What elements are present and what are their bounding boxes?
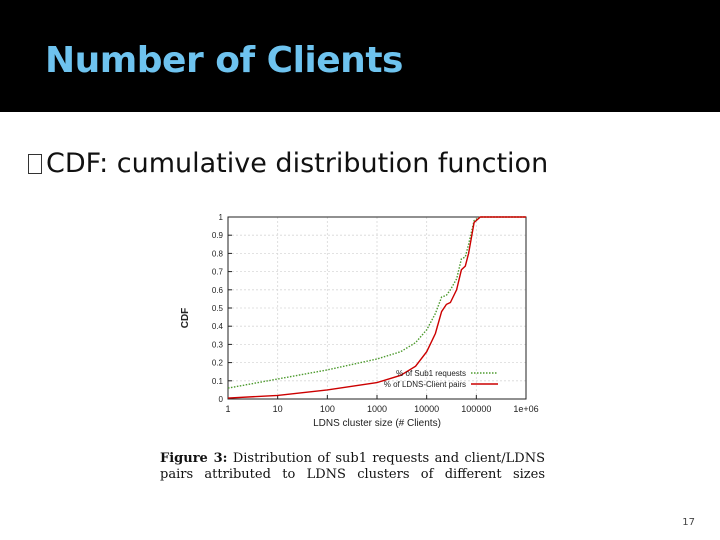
- x-tick-label: 10000: [414, 404, 439, 414]
- page-number: 17: [682, 517, 695, 528]
- series-line-sub1-requests: [227, 216, 526, 389]
- y-tick-label: 0.6: [212, 286, 224, 295]
- bullet-item: CDF: cumulative distribution function: [28, 148, 548, 179]
- figure-caption: Figure 3: Distribution of sub1 requests …: [160, 451, 545, 483]
- y-tick-label: 0.3: [212, 340, 224, 349]
- y-tick-label: 0: [219, 395, 224, 404]
- y-tick-label: 0.1: [212, 377, 224, 386]
- x-tick-label: 100000: [461, 404, 491, 414]
- y-tick-label: 0.7: [212, 268, 224, 277]
- x-tick-label: 100: [320, 404, 335, 414]
- caption-label: Figure 3:: [160, 451, 228, 466]
- legend-label: % of LDNS-Client pairs: [384, 380, 466, 389]
- x-tick-label: 1000: [367, 404, 387, 414]
- cdf-chart: 1 10 100 1000 10000 100000 1e+06 0 0.1 0.2 0.3 0.4 0…: [180, 213, 539, 429]
- series-line-ldns-client-pairs: [227, 216, 526, 399]
- bullet-text: CDF: cumulative distribution function: [46, 148, 549, 179]
- y-tick-label: 0.5: [212, 304, 224, 313]
- y-tick-label: 0.4: [212, 322, 224, 331]
- bullet-marker-icon: [28, 154, 42, 174]
- y-tick-label: 0.2: [212, 359, 224, 368]
- y-tick-label: 0.8: [212, 249, 224, 258]
- y-tick-label: 1: [219, 213, 224, 222]
- y-axis-label: CDF: [180, 308, 191, 329]
- title-bar: [0, 0, 720, 112]
- x-tick-label: 1e+06: [513, 404, 538, 414]
- legend-label: % of Sub1 requests: [396, 369, 466, 378]
- slide-title: Number of Clients: [45, 40, 403, 81]
- x-axis-label: LDNS cluster size (# Clients): [313, 418, 441, 429]
- x-tick-label: 1: [225, 404, 230, 414]
- y-tick-label: 0.9: [212, 231, 224, 240]
- caption-text: Distribution of sub1 requests and client…: [160, 451, 545, 482]
- x-tick-label: 10: [273, 404, 283, 414]
